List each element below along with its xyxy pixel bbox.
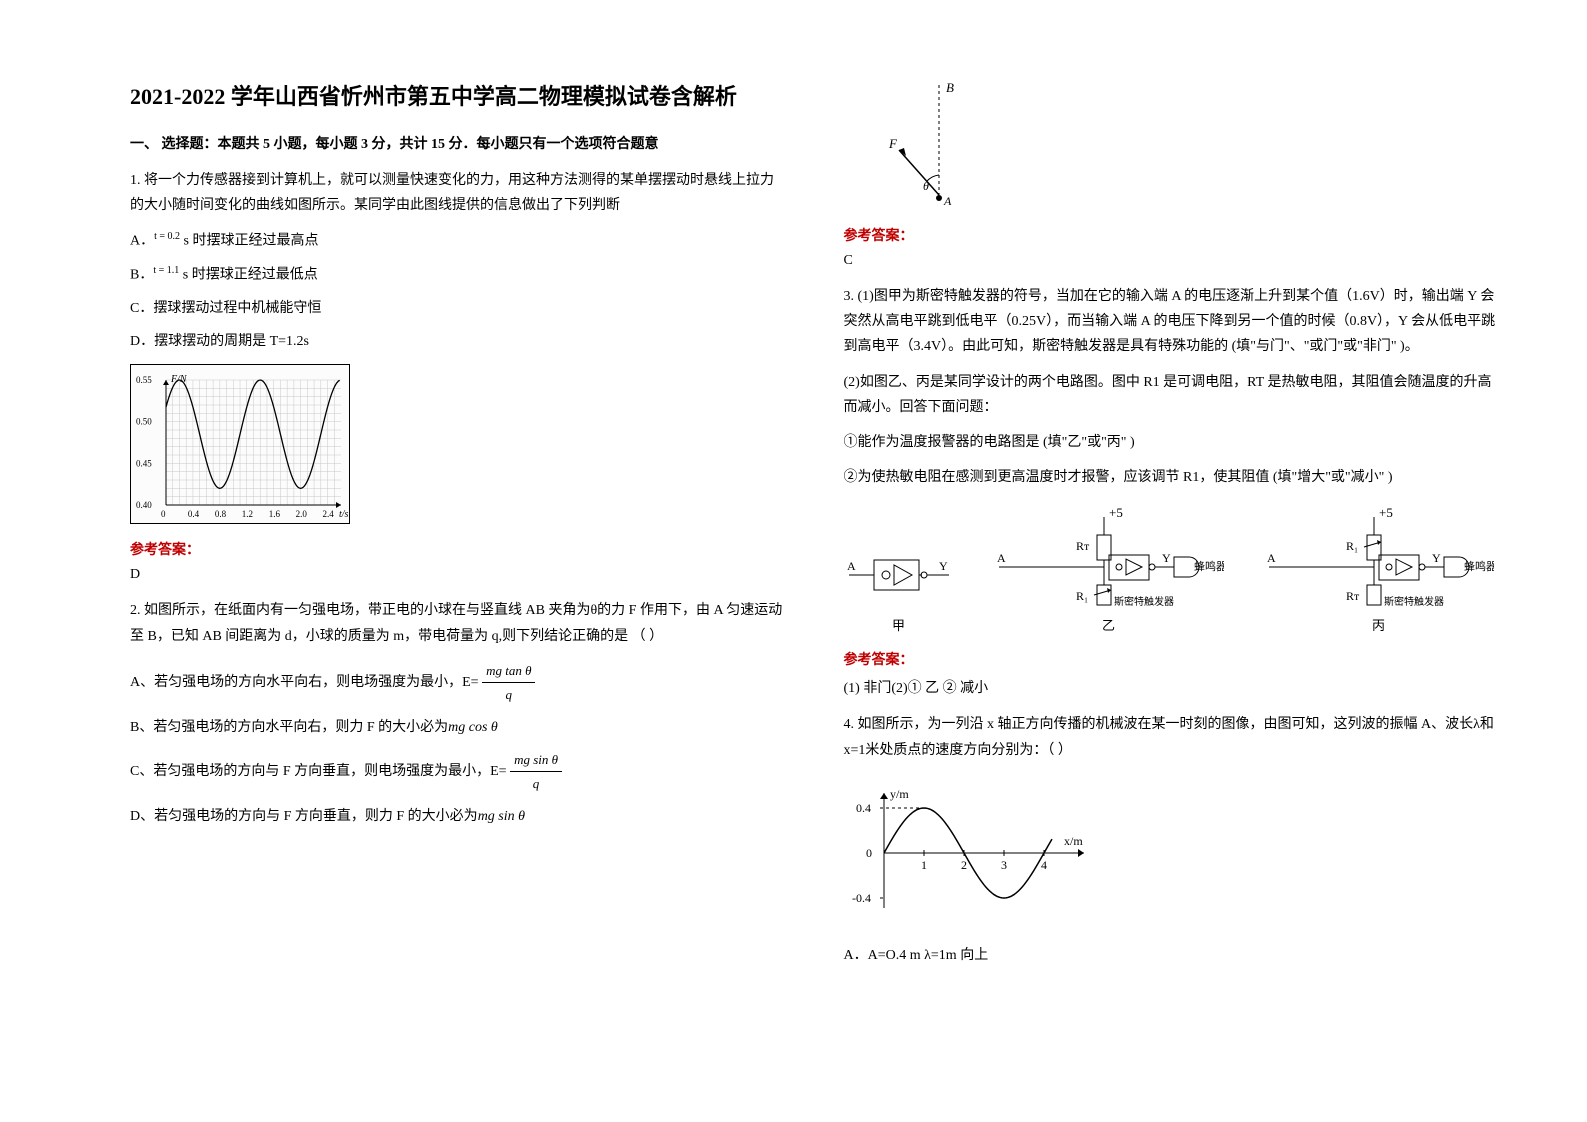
svg-text:2.0: 2.0 — [296, 509, 308, 519]
svg-text:4: 4 — [1041, 858, 1047, 872]
svg-text:x/m: x/m — [1064, 834, 1083, 848]
q1-option-a: A．t = 0.2 s 时摆球正经过最高点 — [130, 228, 784, 254]
svg-text:y/m: y/m — [890, 787, 909, 801]
q1-option-d: D．摆球摆动的周期是 T=1.2s — [130, 329, 784, 354]
q2-figure: B F θ A — [884, 80, 974, 210]
q1-graph: F/Nt/s0.550.500.450.4000.40.81.21.62.02.… — [130, 364, 350, 524]
q1-stem: 1. 将一个力传感器接到计算机上，就可以测量快速变化的力，用这种方法测得的某单摆… — [130, 168, 784, 218]
svg-text:1.6: 1.6 — [269, 509, 281, 519]
q2-option-d: D、若匀强电场的方向与 F 方向垂直，则力 F 的大小必为mg sin θ — [130, 804, 784, 829]
q1-option-c: C．摆球摆动过程中机械能守恒 — [130, 296, 784, 321]
svg-text:A: A — [997, 551, 1006, 565]
svg-text:蜂鸣器: 蜂鸣器 — [1194, 559, 1224, 573]
svg-text:+5: +5 — [1109, 505, 1123, 520]
svg-text:-0.4: -0.4 — [852, 891, 871, 905]
svg-text:2: 2 — [961, 858, 967, 872]
q3-answer: (1) 非门(2)① 乙 ② 减小 — [844, 677, 1498, 697]
q3-stem2: (2)如图乙、丙是某同学设计的两个电路图。图中 R1 是可调电阻，RT 是热敏电… — [844, 370, 1498, 420]
svg-text:0: 0 — [866, 846, 872, 860]
svg-text:0.40: 0.40 — [136, 500, 152, 510]
q2-option-b: B、若匀强电场的方向水平向右，则力 F 的大小必为mg cos θ — [130, 715, 784, 740]
svg-text:A: A — [847, 559, 856, 573]
q2-answer-label: 参考答案： — [844, 225, 1498, 245]
svg-text:Y: Y — [1162, 551, 1171, 565]
section-1-heading: 一、 选择题：本题共 5 小题，每小题 3 分，共计 15 分．每小题只有一个选… — [130, 133, 784, 153]
q2-option-a: A、若匀强电场的方向水平向右，则电场强度为最小，E= mg tan θq — [130, 659, 784, 707]
left-column: 2021-2022 学年山西省忻州市第五中学高二物理模拟试卷含解析 一、 选择题… — [100, 80, 814, 1082]
q4-stem: 4. 如图所示，为一列沿 x 轴正方向传播的机械波在某一时刻的图像，由图可知，这… — [844, 712, 1498, 762]
svg-text:0.55: 0.55 — [136, 375, 152, 385]
svg-text:Y: Y — [939, 559, 948, 573]
fig-label-B: B — [946, 80, 954, 95]
q3-answer-label: 参考答案： — [844, 649, 1498, 669]
svg-text:0: 0 — [161, 509, 166, 519]
svg-text:0.45: 0.45 — [136, 459, 152, 469]
q4-graph: y/m x/m 0.4 0 -0.4 1 2 3 4 — [844, 778, 1104, 928]
svg-text:3: 3 — [1001, 858, 1007, 872]
right-column: B F θ A 参考答案： C 3. (1)图甲为斯密特触发器的符号，当加在它的… — [814, 80, 1528, 1082]
q3-sub1: ①能作为温度报警器的电路图是 (填"乙"或"丙" ) — [844, 430, 1498, 455]
q3-sub2: ②为使热敏电阻在感测到更高温度时才报警，应该调节 R1，使其阻值 (填"增大"或… — [844, 465, 1498, 490]
svg-text:0.4: 0.4 — [188, 509, 200, 519]
fig-label-A: A — [943, 194, 952, 208]
q1-answer: D — [130, 567, 784, 583]
svg-text:0.4: 0.4 — [856, 801, 871, 815]
svg-text:+5: +5 — [1379, 505, 1393, 520]
q2-answer: C — [844, 253, 1498, 269]
fig-label-F: F — [888, 136, 898, 151]
q4-option-a: A．A=O.4 m λ=1m 向上 — [844, 943, 1498, 968]
fig-label-theta: θ — [923, 179, 929, 193]
q3-stem1: 3. (1)图甲为斯密特触发器的符号，当加在它的输入端 A 的电压逐渐上升到某个… — [844, 284, 1498, 360]
q2-stem: 2. 如图所示，在纸面内有一匀强电场，带正电的小球在与竖直线 AB 夹角为θ的力… — [130, 598, 784, 648]
circuit-yi: +5 Rᴛ A Y 蜂鸣器 R₁ 斯密特触发器 — [994, 505, 1224, 634]
svg-text:1: 1 — [921, 858, 927, 872]
svg-text:A: A — [1267, 551, 1276, 565]
q2-option-c: C、若匀强电场的方向与 F 方向垂直，则电场强度为最小，E= mg sin θq — [130, 748, 784, 796]
svg-text:斯密特触发器: 斯密特触发器 — [1384, 595, 1444, 608]
svg-text:2.4: 2.4 — [323, 509, 335, 519]
svg-text:Rᴛ: Rᴛ — [1346, 589, 1360, 603]
exam-title: 2021-2022 学年山西省忻州市第五中学高二物理模拟试卷含解析 — [130, 80, 784, 113]
svg-text:蜂鸣器: 蜂鸣器 — [1464, 559, 1494, 573]
q1-option-b: B．t = 1.1 s 时摆球正经过最低点 — [130, 262, 784, 288]
circuit-bing: +5 R₁ A Y 蜂鸣器 Rᴛ 斯密特触发器 — [1264, 505, 1494, 634]
svg-text:t/s: t/s — [339, 509, 349, 520]
svg-text:R₁: R₁ — [1076, 589, 1088, 603]
svg-text:1.2: 1.2 — [242, 509, 253, 519]
q1-answer-label: 参考答案： — [130, 539, 784, 559]
circuit-jia: A Y 甲 — [844, 535, 954, 634]
svg-text:0.8: 0.8 — [215, 509, 227, 519]
svg-text:Y: Y — [1432, 551, 1441, 565]
q3-circuits: A Y 甲 +5 Rᴛ A — [844, 505, 1498, 634]
svg-text:斯密特触发器: 斯密特触发器 — [1114, 595, 1174, 608]
svg-text:Rᴛ: Rᴛ — [1076, 539, 1090, 553]
svg-text:R₁: R₁ — [1346, 539, 1358, 553]
svg-text:0.50: 0.50 — [136, 417, 152, 427]
